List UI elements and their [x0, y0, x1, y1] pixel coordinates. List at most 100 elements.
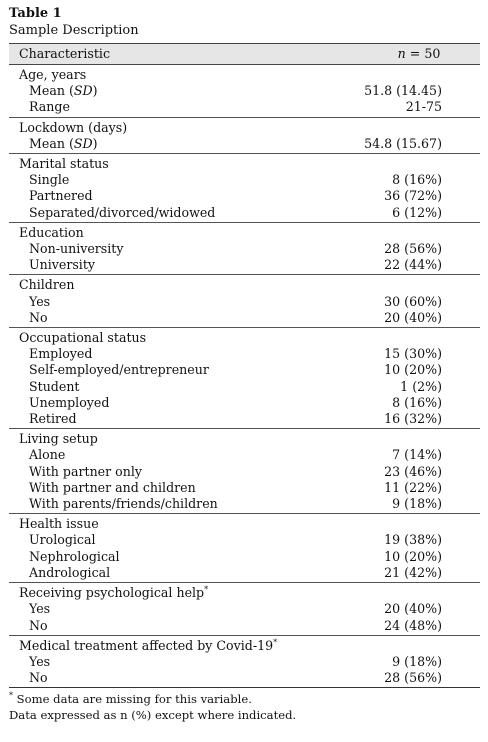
footnote-marker: * [204, 584, 209, 594]
table-row: No 20 (40%) [9, 310, 480, 326]
table-row: Range 21-75 [9, 99, 480, 115]
table-row: University 22 (44%) [9, 257, 480, 273]
section-title: Age, years [19, 67, 87, 82]
table-row: Self-employed/entrepreneur 10 (20%) [9, 362, 480, 378]
row-value: 21-75 [405, 99, 442, 115]
section-title: Children [19, 277, 75, 293]
row-value: 21 (42%) [384, 564, 442, 580]
table-footnotes: * Some data are missing for this variabl… [9, 691, 480, 723]
section-title: Living setup [19, 431, 98, 447]
row-value: 1 (2%) [400, 378, 442, 394]
section-children: Children Yes 30 (60%) No 20 (40%) [9, 275, 480, 329]
section-living-setup: Living setup Alone 7 (14%) With partner o… [9, 429, 480, 515]
table-caption: Sample Description [9, 23, 139, 38]
footnote-marker: * [273, 637, 278, 647]
footnote-missing-text: Some data are missing for this variable. [13, 692, 252, 707]
row-label: Partnered [29, 188, 93, 204]
row-value: 22 (44%) [384, 257, 442, 273]
row-value: 23 (46%) [384, 463, 442, 479]
row-value: 28 (56%) [384, 241, 442, 257]
table-row: Non-university 28 (56%) [9, 241, 480, 257]
row-value: 9 (18%) [392, 496, 442, 512]
row-value: 8 (16%) [392, 172, 442, 188]
row-label: No [29, 617, 48, 633]
section-title-text: Medical treatment affected by Covid-19 [19, 637, 274, 653]
row-value: 7 (14%) [392, 447, 442, 463]
row-label: Yes [29, 653, 51, 669]
row-label: Single [29, 172, 70, 188]
table-row: No 24 (48%) [9, 618, 480, 634]
row-label: With parents/friends/children [29, 496, 218, 512]
table-row: Separated/divorced/widowed 6 (12%) [9, 205, 480, 221]
table-row: Retired 16 (32%) [9, 411, 480, 427]
sd-text: SD [73, 83, 93, 99]
section-title: Education [19, 224, 84, 240]
table-row: Urological 19 (38%) [9, 532, 480, 548]
row-value: 24 (48%) [384, 617, 442, 633]
row-label: Employed [29, 346, 93, 362]
row-value: 30 (60%) [384, 293, 442, 309]
row-label: Self-employed/entrepreneur [29, 362, 209, 378]
row-value: 9 (18%) [392, 653, 442, 669]
table-row: No 28 (56%) [9, 670, 480, 686]
row-label: Mean (SD) [9, 136, 98, 152]
header-sample-size: n = 50 [364, 46, 480, 62]
table-row: Student 1 (2%) [9, 379, 480, 395]
section-title: Health issue [19, 516, 99, 532]
footnote-marker: * [9, 691, 13, 701]
table-row: Employed 15 (30%) [9, 346, 480, 362]
row-label: No [29, 670, 48, 686]
row-value: 19 (38%) [384, 532, 442, 548]
table-row: Yes 9 (18%) [9, 654, 480, 670]
row-label: Student [29, 378, 80, 394]
row-label: Unemployed [29, 394, 110, 410]
row-label: Nephrological [29, 548, 120, 564]
footnote-missing: * Some data are missing for this variabl… [9, 691, 480, 707]
table-row: Nephrological 10 (20%) [9, 549, 480, 565]
section-psychological-help: Receiving psychological help* Yes 20 (40%… [9, 583, 480, 636]
section-lockdown: Lockdown (days) Mean (SD) 54.8 (15.67) [9, 118, 480, 155]
footnote-expressed: Data expressed as n (%) except where ind… [9, 708, 297, 723]
table-header-row: Characteristic n = 50 [9, 43, 480, 65]
row-value: 51.8 (14.45) [364, 83, 442, 99]
section-marital-status: Marital status Single 8 (16%) Partnered 36… [9, 154, 480, 223]
table-row: Single 8 (16%) [9, 172, 480, 188]
table-row: With parents/friends/children 9 (18%) [9, 496, 480, 512]
row-label: Andrological [29, 564, 111, 580]
row-label-close: ) [92, 135, 98, 151]
row-value: 20 (40%) [384, 309, 442, 325]
row-label: With partner and children [29, 479, 196, 495]
row-value: 20 (40%) [384, 601, 442, 617]
row-value: 15 (30%) [384, 346, 442, 362]
header-characteristic: Characteristic [19, 45, 111, 61]
row-value: 36 (72%) [384, 188, 442, 204]
row-label-text: Mean ( [29, 83, 74, 99]
section-title: Medical treatment affected by Covid-19* [9, 638, 277, 654]
row-value: 28 (56%) [384, 670, 442, 686]
row-label: Non-university [29, 241, 124, 257]
table-row: With partner and children 11 (22%) [9, 480, 480, 496]
section-title: Occupational status [19, 330, 147, 346]
row-value: 6 (12%) [392, 204, 442, 220]
row-value: 54.8 (15.67) [364, 135, 442, 151]
row-value: 10 (20%) [384, 362, 442, 378]
section-title: Lockdown (days) [19, 119, 128, 135]
header-n-value: = 50 [405, 45, 441, 61]
row-label: No [29, 309, 48, 325]
row-value: 8 (16%) [392, 394, 442, 410]
table-row: Andrological 21 (42%) [9, 565, 480, 581]
table-row: Unemployed 8 (16%) [9, 395, 480, 411]
table-row: Alone 7 (14%) [9, 447, 480, 463]
row-label: Retired [29, 411, 77, 427]
section-age: Age, years Mean (SD) 51.8 (14.45) Range … [9, 65, 480, 118]
row-label: Urological [29, 532, 96, 548]
section-title-text: Receiving psychological help [19, 585, 205, 601]
header-n-symbol: n [397, 45, 406, 61]
table-row: Yes 30 (60%) [9, 294, 480, 310]
row-value: 10 (20%) [384, 548, 442, 564]
table-row: With partner only 23 (46%) [9, 464, 480, 480]
table-row: Partnered 36 (72%) [9, 188, 480, 204]
row-label-text: Mean ( [29, 135, 74, 151]
section-health-issue: Health issue Urological 19 (38%) Nephrolo… [9, 514, 480, 584]
